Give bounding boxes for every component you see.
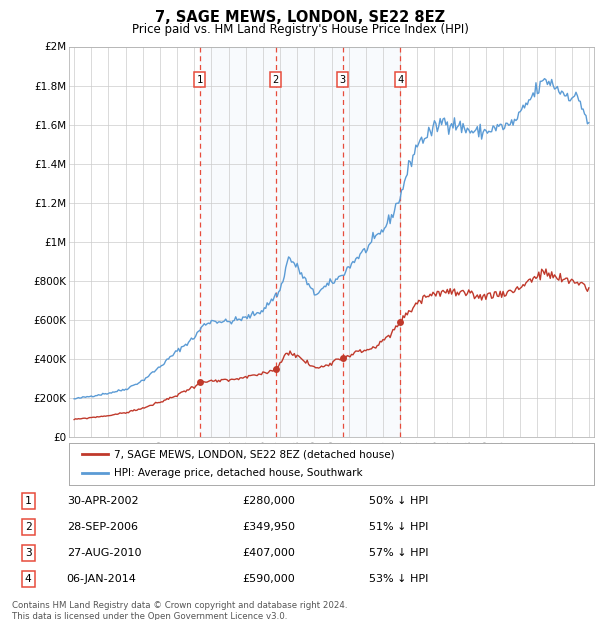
Text: 30-APR-2002: 30-APR-2002	[67, 496, 139, 506]
Text: Contains HM Land Registry data © Crown copyright and database right 2024.
This d: Contains HM Land Registry data © Crown c…	[12, 601, 347, 620]
Text: 28-SEP-2006: 28-SEP-2006	[67, 522, 138, 532]
Text: 3: 3	[340, 74, 346, 85]
Text: 2: 2	[25, 522, 32, 532]
Text: 53% ↓ HPI: 53% ↓ HPI	[369, 574, 428, 584]
Text: 7, SAGE MEWS, LONDON, SE22 8EZ: 7, SAGE MEWS, LONDON, SE22 8EZ	[155, 10, 445, 25]
Text: £349,950: £349,950	[242, 522, 295, 532]
Text: 57% ↓ HPI: 57% ↓ HPI	[369, 548, 428, 558]
Text: 06-JAN-2014: 06-JAN-2014	[67, 574, 137, 584]
Text: 4: 4	[397, 74, 403, 85]
Text: 50% ↓ HPI: 50% ↓ HPI	[369, 496, 428, 506]
Text: 1: 1	[25, 496, 32, 506]
Text: 2: 2	[272, 74, 279, 85]
Text: 7, SAGE MEWS, LONDON, SE22 8EZ (detached house): 7, SAGE MEWS, LONDON, SE22 8EZ (detached…	[113, 449, 394, 459]
Text: 4: 4	[25, 574, 32, 584]
Bar	[200, 46, 400, 437]
Text: 51% ↓ HPI: 51% ↓ HPI	[369, 522, 428, 532]
Text: £407,000: £407,000	[242, 548, 295, 558]
Text: £280,000: £280,000	[242, 496, 295, 506]
Text: £590,000: £590,000	[242, 574, 295, 584]
Text: 3: 3	[25, 548, 32, 558]
Text: 1: 1	[197, 74, 203, 85]
Text: HPI: Average price, detached house, Southwark: HPI: Average price, detached house, Sout…	[113, 469, 362, 479]
Text: 27-AUG-2010: 27-AUG-2010	[67, 548, 141, 558]
Text: Price paid vs. HM Land Registry's House Price Index (HPI): Price paid vs. HM Land Registry's House …	[131, 23, 469, 36]
